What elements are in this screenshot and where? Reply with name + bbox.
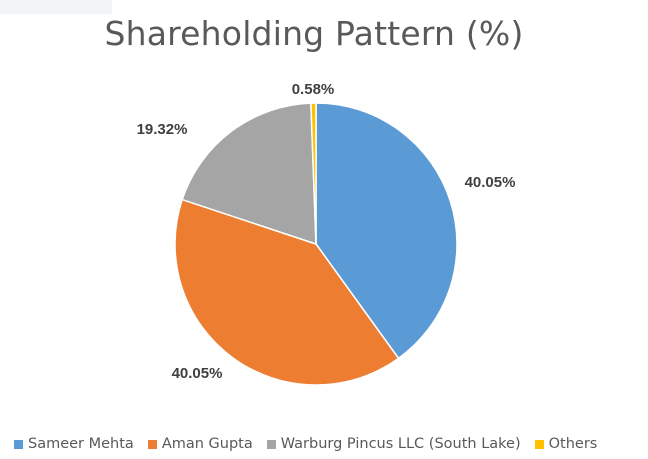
legend-item-others: Others bbox=[534, 436, 598, 452]
legend-swatch bbox=[534, 439, 544, 449]
legend-label: Sameer Mehta bbox=[28, 436, 134, 452]
legend-swatch bbox=[14, 439, 23, 449]
legend-item-sameer-mehta: Sameer Mehta bbox=[14, 436, 134, 452]
legend-item-warburg-pincus: Warburg Pincus LLC (South Lake) bbox=[266, 436, 521, 452]
pie-slice-aman-gupta bbox=[174, 198, 400, 386]
chart-title: Shareholding Pattern (%) bbox=[104, 14, 524, 53]
legend: Sameer Mehta Aman Gupta Warburg Pincus L… bbox=[0, 436, 648, 452]
legend-label: Aman Gupta bbox=[161, 436, 253, 452]
legend-swatch bbox=[266, 439, 276, 449]
data-label: 40.05% bbox=[465, 174, 516, 191]
legend-label: Warburg Pincus LLC (South Lake) bbox=[280, 436, 521, 452]
pie-slice-others bbox=[310, 102, 317, 245]
window-edge bbox=[0, 0, 112, 14]
data-label: 40.05% bbox=[172, 365, 223, 382]
data-label: 19.32% bbox=[137, 121, 188, 138]
legend-item-aman-gupta: Aman Gupta bbox=[147, 436, 253, 452]
pie-slice-warburg-pincus bbox=[181, 102, 317, 246]
data-label: 0.58% bbox=[292, 81, 335, 98]
legend-label: Others bbox=[548, 436, 598, 452]
pie-slice-sameer-mehta bbox=[315, 102, 458, 360]
legend-swatch bbox=[147, 439, 157, 449]
